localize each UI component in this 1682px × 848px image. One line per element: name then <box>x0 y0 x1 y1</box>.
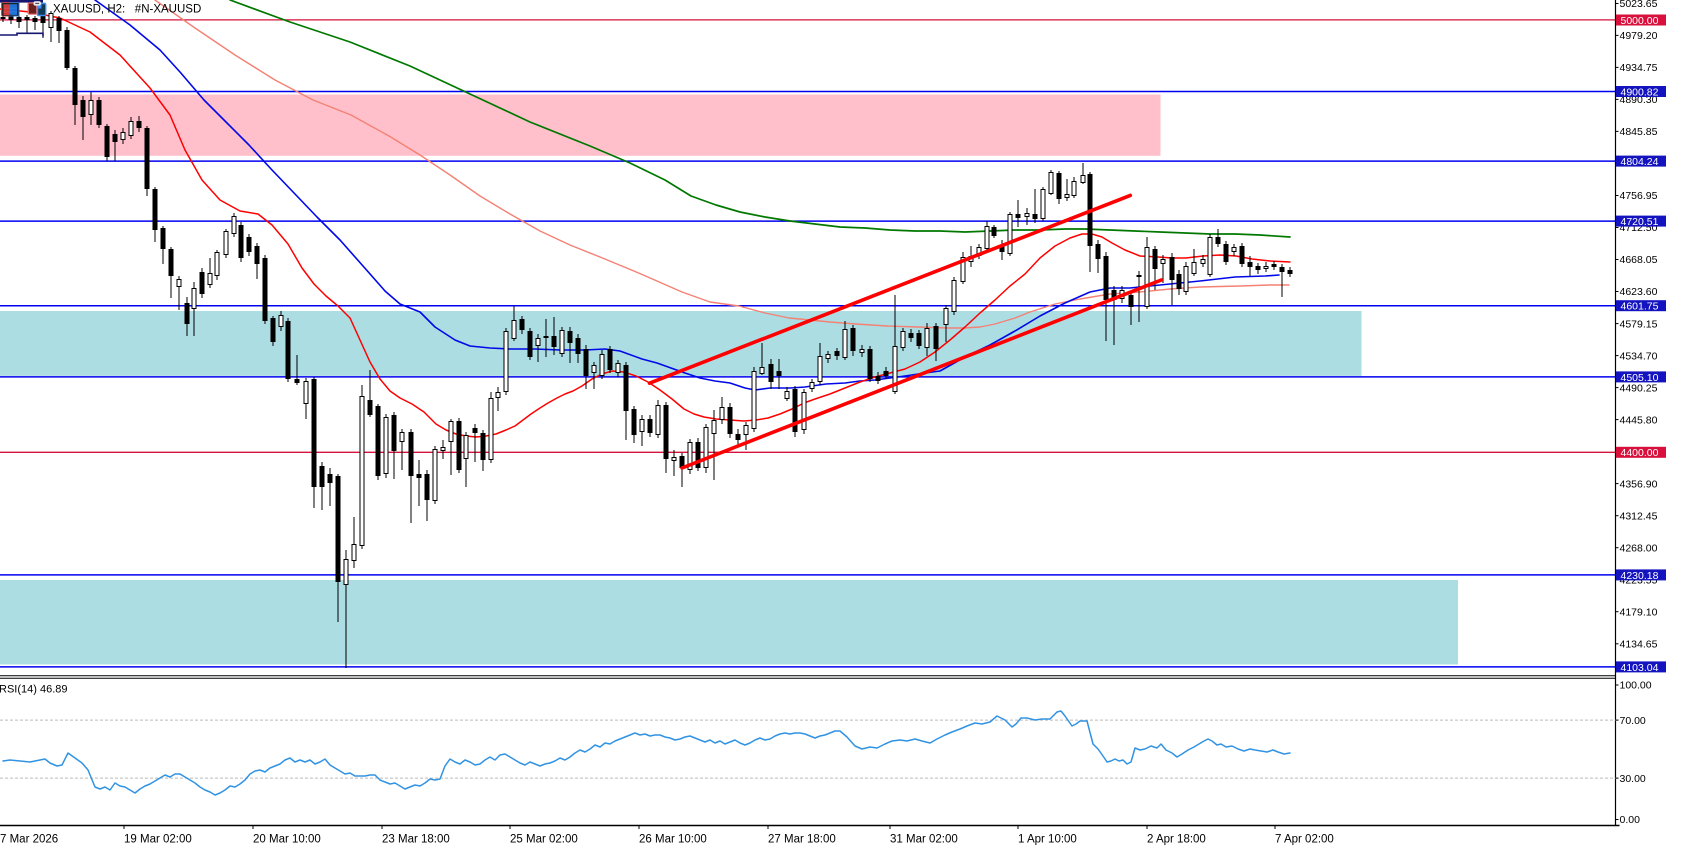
svg-text:XAUUSD, H2: #N-XAUUSD: XAUUSD, H2: #N-XAUUSD <box>53 4 201 16</box>
svg-text:4356.90: 4356.90 <box>1620 478 1658 490</box>
svg-text:2 Apr 18:00: 2 Apr 18:00 <box>1147 834 1206 846</box>
svg-text:4900.82: 4900.82 <box>1621 86 1659 98</box>
svg-text:4179.10: 4179.10 <box>1620 606 1658 618</box>
svg-text:4312.45: 4312.45 <box>1620 510 1658 522</box>
svg-text:25 Mar 02:00: 25 Mar 02:00 <box>510 834 578 846</box>
svg-text:5000.00: 5000.00 <box>1621 15 1659 27</box>
svg-text:7 Mar 2026: 7 Mar 2026 <box>0 834 58 846</box>
svg-text:4979.20: 4979.20 <box>1620 30 1658 42</box>
svg-text:4934.75: 4934.75 <box>1620 62 1658 74</box>
svg-text:4579.15: 4579.15 <box>1620 318 1658 330</box>
svg-text:4230.18: 4230.18 <box>1621 570 1659 582</box>
svg-text:4490.25: 4490.25 <box>1620 382 1658 394</box>
svg-text:RSI(14) 46.89: RSI(14) 46.89 <box>0 684 67 696</box>
svg-text:4890.30: 4890.30 <box>1620 94 1658 106</box>
svg-text:1 Apr 10:00: 1 Apr 10:00 <box>1018 834 1077 846</box>
svg-text:70.00: 70.00 <box>1620 715 1646 727</box>
svg-text:4720.51: 4720.51 <box>1621 216 1659 228</box>
svg-text:19 Mar 02:00: 19 Mar 02:00 <box>124 834 192 846</box>
svg-text:4623.60: 4623.60 <box>1620 286 1658 298</box>
svg-text:26 Mar 10:00: 26 Mar 10:00 <box>639 834 707 846</box>
svg-text:4601.75: 4601.75 <box>1621 301 1659 313</box>
svg-text:23 Mar 18:00: 23 Mar 18:00 <box>382 834 450 846</box>
svg-text:20 Mar 10:00: 20 Mar 10:00 <box>253 834 321 846</box>
svg-text:4103.04: 4103.04 <box>1621 662 1659 674</box>
svg-text:4134.65: 4134.65 <box>1620 639 1658 651</box>
svg-text:27 Mar 18:00: 27 Mar 18:00 <box>768 834 836 846</box>
svg-text:4268.00: 4268.00 <box>1620 542 1658 554</box>
svg-text:4668.05: 4668.05 <box>1620 254 1658 266</box>
svg-text:100.00: 100.00 <box>1620 680 1652 692</box>
svg-text:4505.10: 4505.10 <box>1621 372 1659 384</box>
svg-text:4445.80: 4445.80 <box>1620 414 1658 426</box>
svg-text:4400.00: 4400.00 <box>1621 447 1659 459</box>
svg-text:4756.95: 4756.95 <box>1620 190 1658 202</box>
svg-text:0.00: 0.00 <box>1620 814 1641 826</box>
svg-text:4534.70: 4534.70 <box>1620 350 1658 362</box>
svg-text:4845.85: 4845.85 <box>1620 126 1658 138</box>
svg-text:30.00: 30.00 <box>1620 773 1646 785</box>
svg-text:5023.65: 5023.65 <box>1620 0 1658 10</box>
svg-text:31 Mar 02:00: 31 Mar 02:00 <box>890 834 958 846</box>
svg-text:4804.24: 4804.24 <box>1621 156 1659 168</box>
svg-text:7 Apr 02:00: 7 Apr 02:00 <box>1275 834 1334 846</box>
